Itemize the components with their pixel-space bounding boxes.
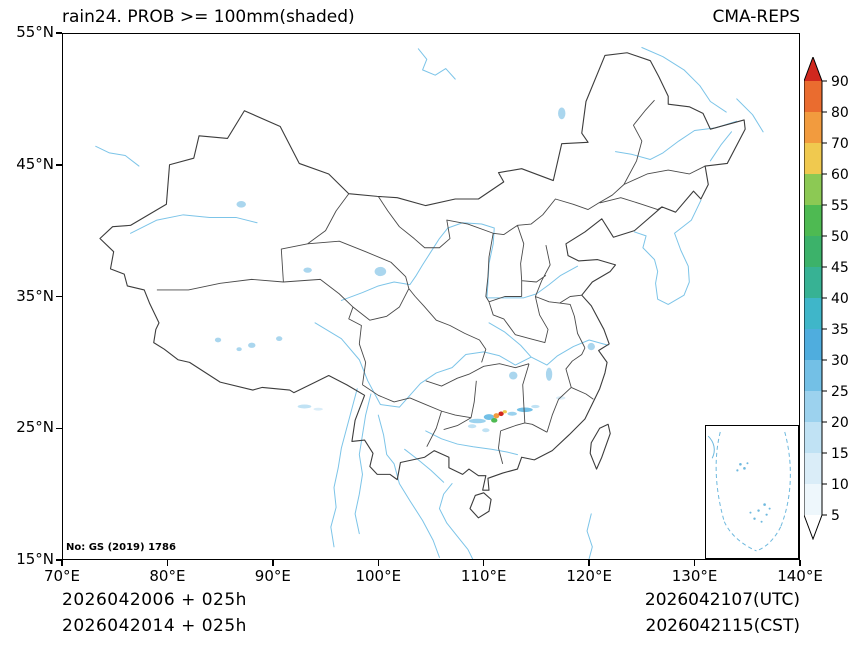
colorbar-segment	[804, 205, 822, 236]
prob-shaded-cell	[498, 411, 504, 417]
prob-shaded-cell	[493, 413, 500, 419]
rivers	[96, 47, 763, 560]
map-license-note: No: GS (2019) 1786	[66, 542, 176, 553]
prob-shaded-cell	[531, 404, 540, 409]
y-axis-tick	[56, 427, 62, 429]
y-axis-tick	[56, 164, 62, 166]
footer-valid-cst: 2026042115(CST)	[645, 616, 800, 636]
colorbar-tick-label: 60	[831, 167, 849, 183]
x-axis-tick	[693, 560, 696, 566]
colorbar: 5 10 15 20 25 30 35 40 45 50 55 60 70 80 90	[804, 57, 849, 540]
footer-init-utc: 2026042006 + 025h	[62, 590, 247, 610]
figure-title: rain24. PROB >= 100mm(shaded)	[62, 7, 355, 27]
colorbar-under-arrow	[804, 515, 822, 539]
x-axis-tick	[799, 560, 801, 566]
colorbar-tick-label: 40	[831, 291, 849, 307]
colorbar-segment	[804, 143, 822, 174]
shaded-probability-layer	[297, 396, 566, 433]
colorbar-tick-label: 45	[831, 260, 849, 276]
colorbar-tick-label: 70	[831, 136, 849, 152]
footer-init-cst: 2026042014 + 025h	[62, 616, 247, 636]
prob-shaded-cell	[502, 410, 507, 414]
prob-shaded-cell	[507, 411, 517, 416]
y-axis-tick	[56, 32, 62, 34]
prob-shaded-cell	[468, 418, 486, 424]
y-axis-tick	[56, 295, 62, 298]
colorbar-tick-label: 25	[831, 384, 849, 400]
y-tick-label: 35°N	[16, 286, 54, 305]
colorbar-segment	[804, 453, 822, 484]
colorbar-tick-label: 35	[831, 322, 849, 338]
colorbar-tick-label: 55	[831, 198, 849, 214]
x-tick-label: 70°E	[43, 567, 81, 585]
colorbar-segment	[804, 484, 822, 515]
footer-valid-utc: 2026042107(UTC)	[644, 590, 800, 610]
colorbar-segment	[804, 236, 822, 267]
islands	[470, 424, 610, 518]
colorbar-segment	[804, 422, 822, 453]
x-axis-tick	[61, 560, 63, 566]
lakes	[214, 107, 595, 381]
prob-shaded-cell	[313, 407, 323, 411]
colorbar-tick-label: 5	[831, 508, 840, 524]
inset-coastline	[707, 435, 715, 459]
nine-dash-line	[715, 431, 791, 552]
inset-islands	[736, 462, 771, 523]
colorbar-segment	[804, 174, 822, 205]
colorbar-segment	[804, 391, 822, 422]
china-map	[62, 33, 800, 560]
x-axis-tick	[377, 560, 380, 566]
province-boundaries	[157, 100, 705, 464]
prob-shaded-cell	[491, 418, 498, 423]
south-china-sea-inset	[705, 425, 799, 559]
colorbar-segment	[804, 112, 822, 143]
colorbar-segment	[804, 81, 822, 112]
model-name-label: CMA-REPS	[712, 7, 800, 27]
x-axis-tick	[166, 560, 169, 566]
y-tick-label: 55°N	[16, 23, 54, 41]
x-tick-label: 140°E	[777, 567, 823, 585]
colorbar-segment	[804, 267, 822, 298]
south-china-sea-inset-map	[707, 431, 791, 552]
prob-shaded-cell	[482, 428, 490, 433]
x-axis-tick	[272, 560, 274, 566]
china-boundary	[100, 53, 745, 490]
y-tick-label: 25°N	[16, 418, 54, 437]
colorbar-segment	[804, 298, 822, 329]
colorbar-segment	[804, 329, 822, 360]
prob-shaded-cell	[467, 424, 477, 429]
y-tick-label: 15°N	[16, 550, 54, 568]
prob-shaded-cell	[516, 407, 533, 413]
x-tick-label: 130°E	[671, 567, 718, 585]
colorbar-tick-label: 90	[831, 74, 849, 90]
colorbar-over-arrow	[804, 57, 822, 81]
y-axis-tick	[56, 559, 62, 561]
colorbar-tick-label: 20	[831, 415, 849, 431]
colorbar-tick-label: 50	[831, 229, 849, 245]
colorbar-tick-label: 10	[831, 477, 849, 493]
x-tick-label: 80°E	[149, 567, 186, 585]
prob-shaded-cell	[555, 396, 566, 400]
x-tick-label: 90°E	[254, 567, 291, 585]
x-axis-tick	[482, 560, 485, 566]
prob-shaded-cell	[297, 404, 312, 409]
colorbar-segment	[804, 360, 822, 391]
x-tick-label: 120°E	[566, 567, 612, 585]
x-axis-tick	[588, 560, 590, 566]
prob-shaded-cell	[483, 414, 495, 421]
x-tick-label: 110°E	[460, 567, 507, 585]
colorbar-tick-label: 30	[831, 353, 849, 369]
x-tick-label: 100°E	[355, 567, 402, 585]
colorbar-tick-label: 15	[831, 446, 849, 462]
y-tick-label: 45°N	[16, 154, 54, 173]
colorbar-tick-label: 80	[831, 105, 849, 121]
